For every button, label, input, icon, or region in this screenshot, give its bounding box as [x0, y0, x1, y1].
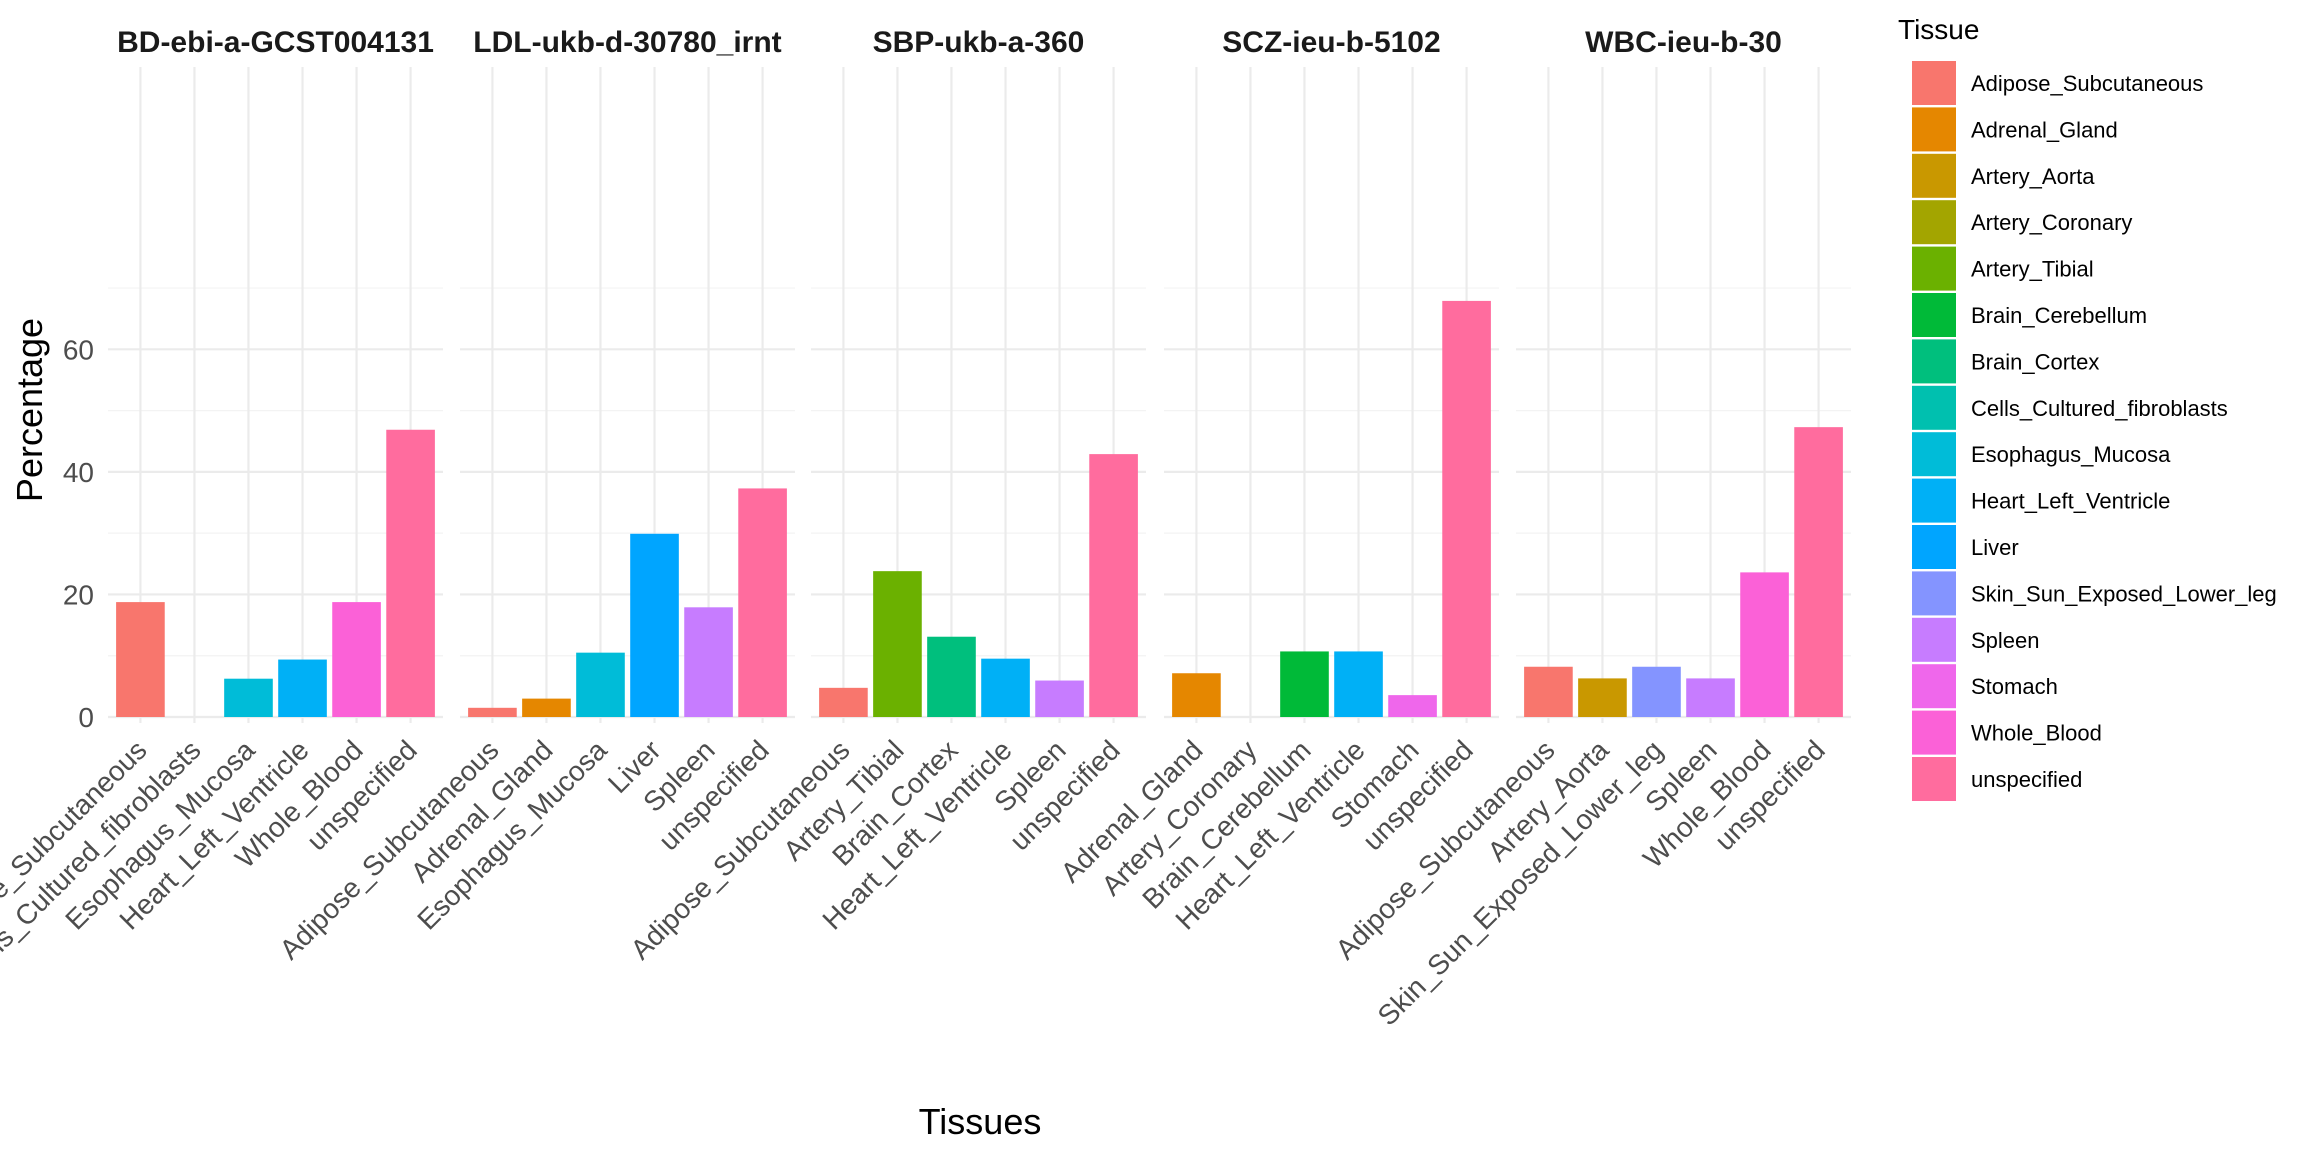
legend-label: Whole_Blood: [1971, 721, 2102, 746]
bar: Brain_Cerebellum: 10.7: [1280, 651, 1329, 717]
legend-label: Artery_Aorta: [1971, 164, 2095, 189]
legend-item: Brain_Cortex: [1912, 339, 2099, 384]
y-tick-label: 0: [78, 702, 94, 733]
bar: Adipose_Subcutaneous: 8.2: [1524, 666, 1573, 717]
bar: Skin_Sun_Exposed_Lower_leg: 8.2: [1632, 666, 1681, 717]
legend-swatch: [1912, 153, 1956, 198]
legend-swatch: [1912, 478, 1956, 523]
bar: Adipose_Subcutaneous: 4.76: [819, 687, 868, 717]
legend-label: Esophagus_Mucosa: [1971, 442, 2171, 467]
x-axis-title: Tissues: [919, 1101, 1042, 1142]
legend-label: Spleen: [1971, 628, 2040, 653]
legend-label: Skin_Sun_Exposed_Lower_leg: [1971, 581, 2277, 606]
legend-item: Heart_Left_Ventricle: [1912, 478, 2170, 523]
legend-item: Whole_Blood: [1912, 710, 2102, 755]
legend-item: Esophagus_Mucosa: [1912, 432, 2171, 477]
legend-swatch: [1912, 664, 1956, 709]
legend-item: Artery_Coronary: [1912, 200, 2132, 245]
bar: Heart_Left_Ventricle: 9.375: [278, 659, 327, 717]
bar: unspecified: 67.9: [1442, 300, 1491, 717]
legend-swatch: [1912, 525, 1956, 569]
y-tick-label: 60: [63, 334, 94, 365]
bar: Brain_Cortex: 13.1: [927, 636, 976, 717]
legend-item: Brain_Cerebellum: [1912, 293, 2147, 337]
bar: Esophagus_Mucosa: 10.5: [576, 652, 625, 717]
legend-item: Cells_Cultured_fibroblasts: [1912, 385, 2228, 430]
legend-item: unspecified: [1912, 757, 2082, 801]
legend-label: Adrenal_Gland: [1971, 117, 2118, 142]
legend-label: Artery_Coronary: [1971, 210, 2132, 235]
bar: unspecified: 42.9: [1089, 454, 1138, 717]
legend-label: Artery_Tibial: [1971, 257, 2094, 282]
bar: Spleen: 17.9: [684, 607, 733, 717]
bar: Heart_Left_Ventricle: 10.7: [1334, 651, 1383, 717]
bar: Adrenal_Gland: 7.14: [1172, 673, 1221, 717]
legend-item: Stomach: [1912, 664, 2058, 709]
facet-title: SCZ-ieu-b-5102: [1222, 26, 1440, 59]
legend-swatch: [1912, 107, 1956, 152]
legend-swatch: [1912, 571, 1956, 616]
legend-item: Liver: [1912, 525, 2019, 569]
legend-swatch: [1912, 61, 1956, 105]
legend-label: Brain_Cortex: [1971, 349, 2099, 374]
legend-item: Adipose_Subcutaneous: [1912, 61, 2203, 105]
bar: unspecified: 47.3: [1794, 427, 1843, 717]
legend-item: Adrenal_Gland: [1912, 107, 2118, 152]
bar: Adrenal_Gland: 3: [522, 698, 571, 717]
legend-swatch: [1912, 246, 1956, 291]
bar: Adipose_Subcutaneous: 18.75: [116, 602, 165, 717]
legend-label: Cells_Cultured_fibroblasts: [1971, 396, 2228, 421]
bar: Stomach: 3.57: [1388, 695, 1437, 717]
y-axis-title: Percentage: [9, 318, 50, 502]
y-tick-label: 20: [63, 579, 94, 610]
facet-title: BD-ebi-a-GCST004131: [117, 26, 434, 59]
bar: Artery_Tibial: 23.8: [873, 571, 922, 717]
legend-label: unspecified: [1971, 767, 2082, 792]
legend-swatch: [1912, 617, 1956, 662]
y-tick-label: 40: [63, 457, 94, 488]
bar: Spleen: 5.95: [1035, 680, 1084, 717]
bar: Spleen: 6.3: [1686, 678, 1735, 717]
legend-title: Tissue: [1898, 14, 1979, 45]
legend-label: Liver: [1971, 535, 2019, 560]
bar: Adipose_Subcutaneous: 1.5: [468, 707, 517, 717]
bar: Whole_Blood: 23.6: [1740, 572, 1789, 717]
legend-swatch: [1912, 200, 1956, 245]
legend-item: Artery_Aorta: [1912, 153, 2095, 198]
y-axis: 0 20 40 60: [63, 334, 94, 733]
legend-label: Heart_Left_Ventricle: [1971, 489, 2170, 514]
bar: unspecified: 37.3: [738, 488, 787, 717]
facet-panel: Adipose_Subcutaneous: 8.2Artery_Aorta: 6…: [1330, 26, 1851, 1031]
bar: Heart_Left_Ventricle: 9.52: [981, 658, 1030, 717]
bar: Liver: 29.9: [630, 533, 679, 717]
legend-label: Adipose_Subcutaneous: [1971, 71, 2203, 96]
facet-title: LDL-ukb-d-30780_irnt: [473, 26, 781, 59]
facet-title: SBP-ukb-a-360: [873, 26, 1085, 59]
bar: Esophagus_Mucosa: 6.25: [224, 678, 273, 717]
bar: Whole_Blood: 18.75: [332, 602, 381, 717]
bar: unspecified: 46.875: [386, 429, 435, 717]
legend-swatch: [1912, 432, 1956, 477]
facets-layer: Adipose_Subcutaneous: 18.75 Esophagus_Muc…: [0, 26, 1851, 1031]
legend: Tissue Adipose_Subcutaneous Adrenal_Gland…: [1898, 14, 2277, 801]
facet-title: WBC-ieu-b-30: [1585, 26, 1782, 59]
legend-swatch: [1912, 293, 1956, 337]
legend-item: Spleen: [1912, 617, 2040, 662]
legend-swatch: [1912, 385, 1956, 430]
legend-swatch: [1912, 757, 1956, 801]
legend-label: Brain_Cerebellum: [1971, 303, 2147, 328]
legend-item: Artery_Tibial: [1912, 246, 2094, 291]
legend-item: Skin_Sun_Exposed_Lower_leg: [1912, 571, 2277, 616]
bar: Artery_Aorta: 6.3: [1578, 678, 1627, 717]
legend-swatch: [1912, 339, 1956, 384]
legend-swatch: [1912, 710, 1956, 755]
legend-label: Stomach: [1971, 674, 2058, 699]
